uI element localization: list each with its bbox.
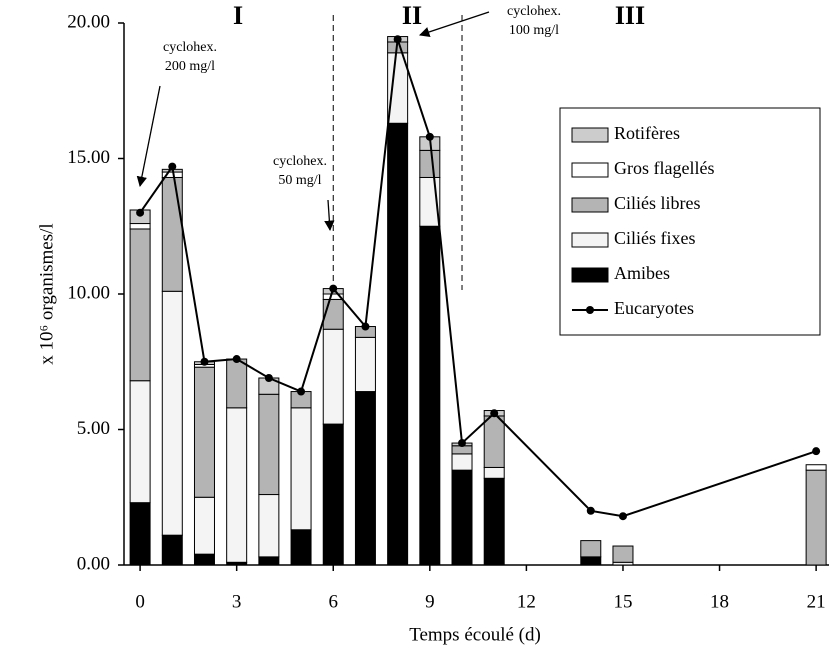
bar-segment — [354, 336, 376, 393]
bar-segment — [419, 149, 441, 178]
line-point — [490, 409, 499, 418]
line-point — [232, 355, 241, 364]
bar-segment — [322, 328, 344, 425]
y-tick-label: 20.00 — [67, 11, 110, 32]
legend-box — [559, 107, 821, 336]
line-point — [458, 439, 467, 448]
line-point — [297, 387, 306, 396]
region-label: I — [233, 1, 243, 30]
bar-segment — [161, 290, 183, 536]
legend-label: Gros flagellés — [614, 158, 714, 178]
bar-segment — [226, 407, 248, 563]
line-point — [618, 512, 627, 521]
region-label: II — [402, 1, 422, 30]
bar-segment — [258, 556, 280, 566]
bar-segment — [451, 453, 473, 471]
bar-segment — [322, 298, 344, 330]
bar-segment — [354, 391, 376, 566]
line-point — [393, 35, 402, 44]
bar-segment — [161, 534, 183, 566]
bar-segment — [258, 393, 280, 496]
bar-segment — [161, 176, 183, 292]
legend-label: Amibes — [614, 263, 670, 283]
bar-segment — [129, 380, 151, 504]
bar-segment — [193, 553, 215, 566]
bar-segment — [129, 502, 151, 566]
bar-segment — [258, 494, 280, 558]
y-axis-label: x 10⁶ organismes/l — [36, 223, 57, 364]
bar-segment — [193, 366, 215, 498]
x-axis-label: Temps écoulé (d) — [409, 624, 541, 645]
legend-label: Rotifères — [614, 123, 680, 143]
bar-segment — [580, 540, 602, 558]
bar-segment — [805, 464, 827, 471]
bar-segment — [580, 556, 602, 566]
annotation-arrow — [136, 85, 161, 188]
line-point — [329, 284, 338, 293]
annotation: 200 mg/l — [165, 59, 215, 74]
legend-swatch — [571, 232, 609, 248]
annotation: cyclohex. — [507, 4, 561, 19]
annotation-arrow — [419, 11, 490, 37]
y-tick-label: 5.00 — [77, 418, 110, 439]
x-tick-label: 15 — [613, 591, 632, 612]
x-tick-label: 6 — [328, 591, 338, 612]
x-tick-label: 3 — [232, 591, 242, 612]
line-point — [200, 357, 209, 366]
bar-segment — [129, 228, 151, 382]
annotation: cyclohex. — [273, 154, 327, 169]
x-tick-label: 9 — [425, 591, 435, 612]
bar-segment — [419, 225, 441, 566]
annotation: cyclohex. — [163, 40, 217, 55]
legend-swatch — [571, 162, 609, 178]
legend-label: Ciliés libres — [614, 193, 701, 213]
line-point — [425, 132, 434, 141]
annotation-arrow — [324, 199, 335, 232]
bar-segment — [483, 415, 505, 468]
y-tick-label: 0.00 — [77, 553, 110, 574]
bar-segment — [290, 407, 312, 531]
line-point — [361, 322, 370, 331]
bar-segment — [483, 466, 505, 479]
y-tick-label: 15.00 — [67, 147, 110, 168]
bar-segment — [322, 423, 344, 566]
legend-swatch — [571, 197, 609, 213]
line-point — [812, 447, 821, 456]
x-tick-label: 12 — [517, 591, 536, 612]
bar-segment — [290, 529, 312, 566]
bar-segment — [612, 545, 634, 563]
region-label: III — [615, 1, 645, 30]
annotation: 50 mg/l — [278, 173, 321, 188]
legend-swatch — [571, 127, 609, 143]
legend-dot — [586, 306, 594, 314]
bar-segment — [805, 469, 827, 566]
bar-segment — [387, 122, 409, 566]
annotation: 100 mg/l — [509, 23, 559, 38]
x-tick-label: 0 — [135, 591, 145, 612]
line-point — [264, 374, 273, 383]
legend-swatch — [571, 267, 609, 283]
line-point — [136, 208, 145, 217]
x-tick-label: 18 — [710, 591, 729, 612]
line-point — [168, 162, 177, 171]
y-tick-label: 10.00 — [67, 282, 110, 303]
line-point — [586, 506, 595, 515]
bar-segment — [129, 223, 151, 230]
x-tick-label: 21 — [807, 591, 826, 612]
legend-label: Ciliés fixes — [614, 228, 696, 248]
legend-label: Eucaryotes — [614, 298, 694, 318]
bar-segment — [193, 496, 215, 555]
bar-segment — [226, 358, 248, 409]
bar-segment — [451, 469, 473, 566]
bar-segment — [483, 477, 505, 566]
